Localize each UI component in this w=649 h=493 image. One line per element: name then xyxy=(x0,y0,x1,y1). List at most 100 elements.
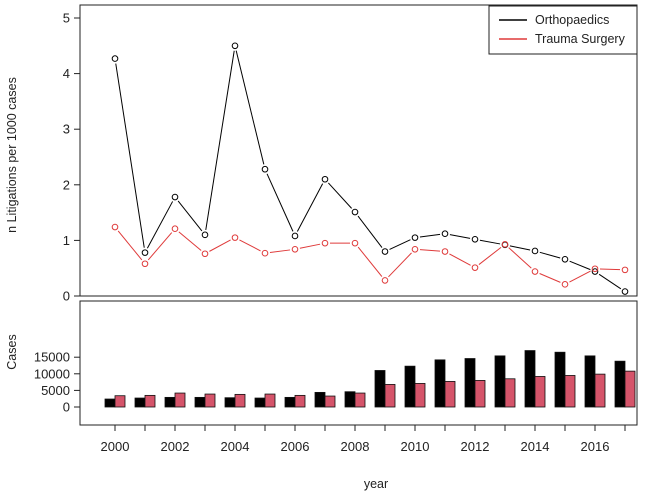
data-point-trauma-surgery xyxy=(561,281,569,288)
bar-orthopaedics xyxy=(344,391,356,408)
bar-orthopaedics xyxy=(524,350,536,408)
series-segment-trauma-surgery xyxy=(599,268,621,271)
x-tick-label: 2000 xyxy=(101,439,130,454)
series-segment-trauma-surgery xyxy=(299,243,321,249)
x-tick-label: 2002 xyxy=(161,439,190,454)
data-point-trauma-surgery xyxy=(501,240,509,248)
series-segment-trauma-surgery xyxy=(147,232,173,261)
series-segment-orthopaedics xyxy=(235,50,265,165)
data-point-trauma-surgery xyxy=(441,248,449,255)
bottom-y-axis-label: Cases xyxy=(5,334,19,369)
series-segment-trauma-surgery xyxy=(209,239,231,252)
series-segment-trauma-surgery xyxy=(449,253,471,266)
series-segment-orthopaedics xyxy=(419,233,441,238)
data-point-orthopaedics xyxy=(201,231,209,239)
top-y-tick-label: 3 xyxy=(63,122,70,137)
series-segment-trauma-surgery xyxy=(478,246,502,265)
bar-orthopaedics xyxy=(434,359,446,408)
series-segment-orthopaedics xyxy=(266,173,294,232)
bar-trauma-surgery xyxy=(144,394,156,408)
data-point-trauma-surgery xyxy=(471,264,479,271)
bar-trauma-surgery xyxy=(264,393,276,408)
bar-orthopaedics xyxy=(314,391,326,408)
data-point-trauma-surgery xyxy=(381,277,389,284)
bar-orthopaedics xyxy=(194,396,206,408)
top-y-tick-label: 5 xyxy=(63,11,70,26)
legend-label-orthopaedics: Orthopaedics xyxy=(535,13,609,27)
series-segment-trauma-surgery xyxy=(508,247,532,269)
series-segment-orthopaedics xyxy=(146,201,174,249)
data-point-orthopaedics xyxy=(171,193,179,201)
series-segment-orthopaedics xyxy=(357,215,383,248)
data-point-orthopaedics xyxy=(231,42,239,50)
top-y-axis-label: n Litigations per 1000 cases xyxy=(5,77,19,233)
bar-orthopaedics xyxy=(284,396,296,408)
bar-trauma-surgery xyxy=(234,393,246,408)
series-segment-orthopaedics xyxy=(115,63,145,248)
bar-trauma-surgery xyxy=(204,393,216,408)
data-point-orthopaedics xyxy=(561,256,569,263)
bar-trauma-surgery xyxy=(354,392,366,408)
bar-orthopaedics xyxy=(374,370,386,408)
series-segment-trauma-surgery xyxy=(357,246,383,277)
series-segment-trauma-surgery xyxy=(539,273,561,283)
data-point-orthopaedics xyxy=(531,247,539,255)
bar-trauma-surgery xyxy=(564,375,576,408)
bar-trauma-surgery xyxy=(174,392,186,408)
top-series-group xyxy=(111,42,629,295)
bar-trauma-surgery xyxy=(384,384,396,408)
series-segment-trauma-surgery xyxy=(419,249,441,252)
bar-orthopaedics xyxy=(584,355,596,408)
data-point-trauma-surgery xyxy=(351,239,359,247)
data-point-trauma-surgery xyxy=(291,245,299,253)
series-segment-trauma-surgery xyxy=(388,252,412,278)
data-point-trauma-surgery xyxy=(261,249,269,257)
bar-trauma-surgery xyxy=(114,395,126,408)
bar-trauma-surgery xyxy=(534,376,546,408)
x-tick-label: 2012 xyxy=(461,439,490,454)
top-y-axis: 0 1 2 3 4 5 xyxy=(63,11,81,304)
data-point-trauma-surgery xyxy=(321,239,329,247)
bar-orthopaedics xyxy=(614,360,626,408)
x-tick-label: 2010 xyxy=(401,439,430,454)
data-point-trauma-surgery xyxy=(171,225,179,233)
series-segment-orthopaedics xyxy=(296,183,324,232)
series-segment-orthopaedics xyxy=(539,251,561,259)
data-point-orthopaedics xyxy=(411,234,419,241)
bar-orthopaedics xyxy=(254,397,266,408)
legend: Orthopaedics Trauma Surgery xyxy=(488,5,638,55)
data-point-orthopaedics xyxy=(441,230,449,238)
series-segment-orthopaedics xyxy=(479,239,501,245)
series-segment-orthopaedics xyxy=(598,273,622,290)
top-y-tick-label: 0 xyxy=(63,289,70,304)
top-y-tick-label: 4 xyxy=(63,66,70,81)
data-point-trauma-surgery xyxy=(531,268,539,275)
bar-orthopaedics xyxy=(164,396,176,408)
bar-orthopaedics xyxy=(134,397,146,408)
legend-box xyxy=(488,5,638,55)
bottom-y-tick-label: 15000 xyxy=(34,350,70,365)
data-point-trauma-surgery xyxy=(621,266,629,274)
data-point-trauma-surgery xyxy=(411,245,419,253)
bar-trauma-surgery xyxy=(324,395,336,408)
data-point-orthopaedics xyxy=(141,249,149,256)
data-point-orthopaedics xyxy=(261,165,269,173)
bar-orthopaedics xyxy=(404,365,416,408)
data-point-orthopaedics xyxy=(471,235,479,243)
series-segment-trauma-surgery xyxy=(178,231,202,251)
bar-orthopaedics xyxy=(224,397,236,408)
series-segment-orthopaedics xyxy=(389,239,411,250)
top-panel: 0 1 2 3 4 5 n Litigations per 1000 cases Orth… xyxy=(5,4,638,304)
series-segment-orthopaedics xyxy=(177,200,203,232)
series-segment-trauma-surgery xyxy=(117,230,143,261)
data-point-orthopaedics xyxy=(591,268,599,275)
bar-orthopaedics xyxy=(104,398,116,408)
bottom-bars-group xyxy=(104,350,636,408)
series-segment-orthopaedics xyxy=(328,182,352,209)
top-y-tick-label: 2 xyxy=(63,177,70,192)
bar-trauma-surgery xyxy=(294,394,306,408)
x-tick-label: 2004 xyxy=(221,439,250,454)
bar-trauma-surgery xyxy=(624,370,636,408)
